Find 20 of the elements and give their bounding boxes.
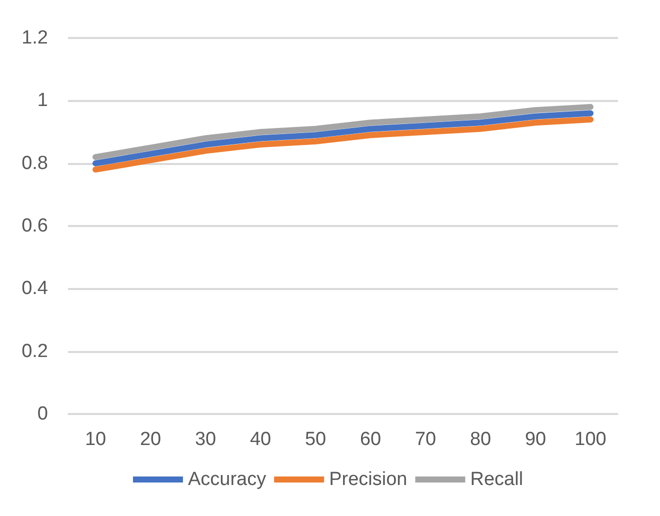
legend-label: Precision — [329, 469, 408, 490]
y-tick-label: 0.2 — [22, 340, 48, 362]
x-tick-label: 20 — [140, 429, 162, 450]
y-tick-label: 1.2 — [22, 28, 48, 48]
x-tick-label: 70 — [414, 429, 436, 450]
x-tick-label: 90 — [524, 429, 546, 450]
y-tick-label: 0.6 — [22, 216, 48, 236]
x-tick-label: 80 — [470, 429, 492, 450]
x-tick-label: 30 — [194, 429, 216, 450]
legend-label: Recall — [470, 469, 524, 490]
x-tick-label: 50 — [304, 429, 326, 450]
x-tick-label: 40 — [250, 429, 272, 450]
x-tick-label: 60 — [360, 429, 382, 450]
x-tick-label: 10 — [84, 429, 106, 450]
x-tick-label: 100 — [574, 429, 606, 450]
y-tick-label: 1 — [37, 90, 48, 112]
legend-label: Accuracy — [188, 469, 267, 490]
y-tick-label: 0 — [37, 404, 48, 424]
y-tick-label: 0.4 — [22, 278, 48, 300]
y-tick-label: 0.8 — [22, 152, 48, 174]
